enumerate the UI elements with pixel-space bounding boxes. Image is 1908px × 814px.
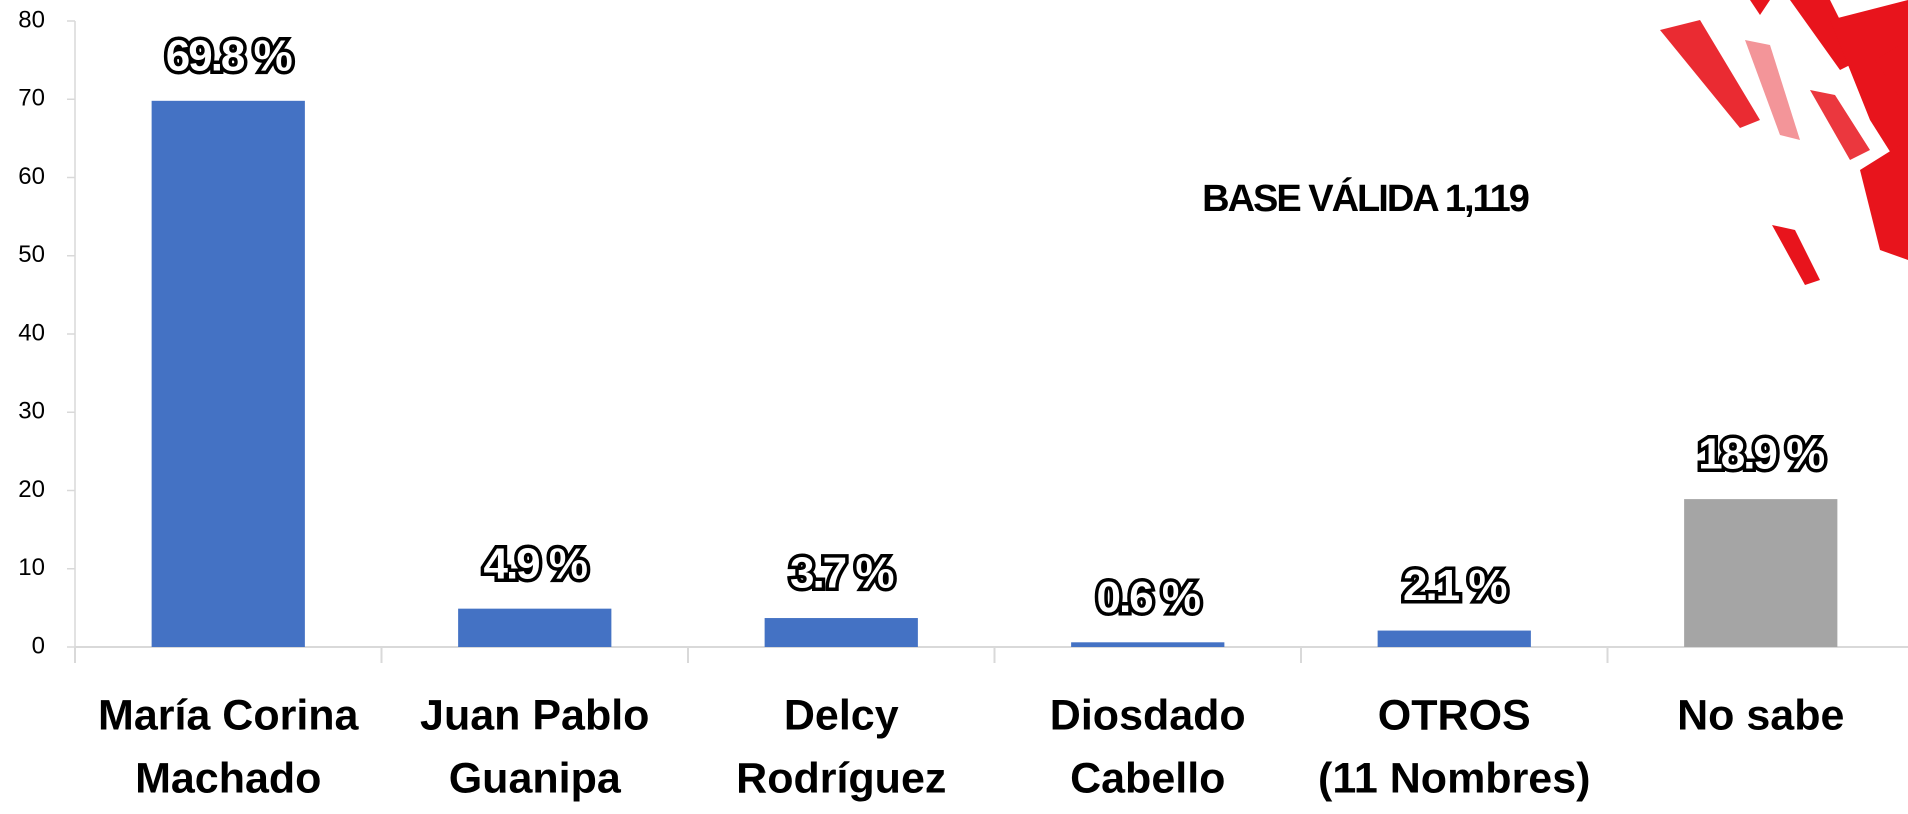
y-tick-label: 40 [18,319,45,346]
x-tick-label: No sabe [1677,691,1844,739]
x-tick-label: Cabello [1070,754,1225,802]
value-label: 4.9 % [483,539,586,588]
x-tick-label: Delcy [784,691,899,739]
value-label: 0.6 % [1096,573,1199,622]
decoration [1660,0,1908,285]
x-tick-label: Juan Pablo [420,691,649,739]
value-label: 3.7 % [790,549,893,598]
bar [458,608,612,647]
bar [1684,499,1838,647]
bar [1377,630,1531,647]
y-tick-label: 70 [18,85,45,112]
y-tick-label: 50 [18,241,45,268]
x-tick-label: Diosdado [1050,691,1246,739]
bar [1071,642,1225,647]
value-label: 2.1 % [1403,561,1506,610]
value-label: 69.8 % [166,31,292,80]
y-tick-label: 60 [18,163,45,190]
x-tick-label: OTROS [1378,691,1531,739]
annotation: BASE VÁLIDA 1,119 [1202,176,1529,220]
x-tick-label: Guanipa [449,754,622,802]
x-tick-label: (11 Nombres) [1318,754,1590,802]
bar [151,100,305,647]
y-tick-label: 10 [18,554,45,581]
y-tick-label: 0 [32,632,45,659]
y-tick-label: 30 [18,398,45,425]
y-tick-label: 80 [18,6,45,33]
bar [764,618,918,647]
x-tick-label: María Corina [98,691,360,739]
x-tick-label: Machado [135,754,321,802]
value-label: 18.9 % [1698,430,1824,479]
y-tick-label: 20 [18,476,45,503]
x-tick-label: Rodríguez [736,754,946,802]
